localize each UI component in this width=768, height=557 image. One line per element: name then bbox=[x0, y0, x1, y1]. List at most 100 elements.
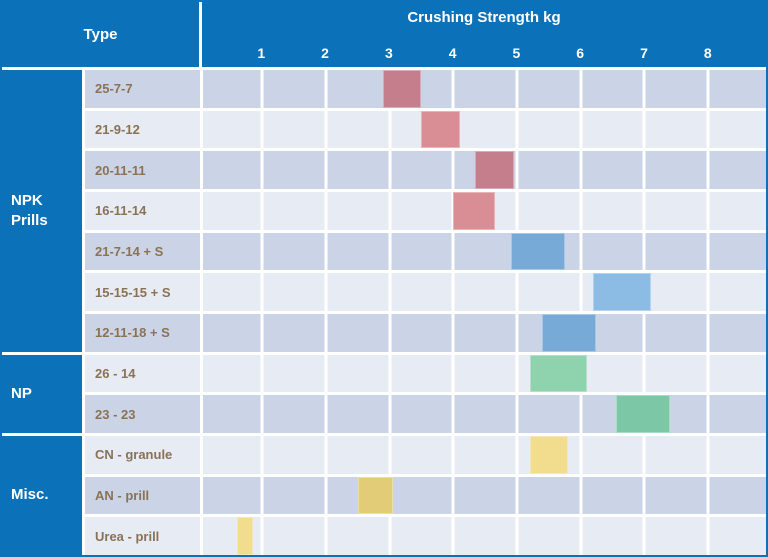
strength-bar bbox=[542, 314, 597, 352]
gridline bbox=[579, 110, 583, 149]
gridline bbox=[706, 517, 710, 555]
gridline bbox=[579, 273, 583, 311]
row-chart-cell bbox=[203, 517, 766, 555]
row-label: 16-11-14 bbox=[95, 203, 147, 219]
row-label: 25-7-7 bbox=[95, 81, 133, 97]
gridline bbox=[515, 476, 519, 515]
gridline bbox=[579, 517, 583, 555]
table-body: 25-7-7 21-9-12 20-11-11 16-11-14 21-7-14… bbox=[2, 70, 766, 555]
row-label-cell: 15-15-15 + S bbox=[85, 273, 200, 311]
gridline bbox=[642, 110, 646, 149]
row-label-cell: 23 - 23 bbox=[85, 395, 200, 433]
strength-bar bbox=[357, 476, 393, 515]
gridline bbox=[260, 110, 264, 149]
gridline bbox=[324, 70, 328, 108]
row-label-cell: AN - prill bbox=[85, 476, 200, 515]
gridline bbox=[579, 436, 583, 474]
gridline bbox=[706, 436, 710, 474]
row-chart-cell bbox=[203, 151, 766, 189]
gridline bbox=[324, 151, 328, 189]
gridline bbox=[260, 476, 264, 515]
group-label: Misc. bbox=[11, 486, 49, 504]
row-label-cell: 26 - 14 bbox=[85, 354, 200, 393]
gridline bbox=[388, 354, 392, 393]
row-label: CN - granule bbox=[95, 447, 173, 463]
axis-tick: 3 bbox=[384, 45, 393, 61]
gridline bbox=[260, 70, 264, 108]
row-chart-cell bbox=[203, 354, 766, 393]
gridline bbox=[260, 517, 264, 555]
row-label: 23 - 23 bbox=[95, 406, 136, 422]
gridline bbox=[324, 314, 328, 352]
row-label-cell: 21-7-14 + S bbox=[85, 232, 200, 271]
strength-bar bbox=[453, 192, 495, 230]
strength-bar bbox=[475, 151, 514, 189]
gridline bbox=[706, 70, 710, 108]
group-label: NPK Prills bbox=[11, 191, 48, 229]
gridline bbox=[706, 232, 710, 271]
gridline bbox=[642, 314, 646, 352]
gridline bbox=[388, 110, 392, 149]
row-chart-cell bbox=[203, 436, 766, 474]
gridline bbox=[388, 395, 392, 433]
strength-bar bbox=[236, 517, 253, 555]
gridline bbox=[388, 192, 392, 230]
axis-header-cell: Crushing Strength kg 1 2 3 4 5 6 7 8 bbox=[202, 2, 766, 67]
gridline bbox=[388, 517, 392, 555]
gridline bbox=[388, 314, 392, 352]
gridline bbox=[515, 110, 519, 149]
gridline bbox=[451, 517, 455, 555]
type-header-label: Type bbox=[83, 26, 118, 43]
gridline bbox=[260, 151, 264, 189]
gridline bbox=[642, 151, 646, 189]
gridline bbox=[515, 273, 519, 311]
row-label: AN - prill bbox=[95, 487, 150, 503]
gridline bbox=[388, 232, 392, 271]
gridline bbox=[579, 395, 583, 433]
row-label-cell: 12-11-18 + S bbox=[85, 314, 200, 352]
gridline bbox=[642, 517, 646, 555]
row-label: 21-9-12 bbox=[95, 121, 140, 137]
gridline bbox=[388, 151, 392, 189]
row-label-cell: CN - granule bbox=[85, 436, 200, 474]
axis-ticks: 1 2 3 4 5 6 7 8 bbox=[202, 39, 766, 67]
row-chart-cell bbox=[203, 70, 766, 108]
strength-bar bbox=[593, 273, 651, 311]
row-chart-cell bbox=[203, 314, 766, 352]
gridline bbox=[642, 476, 646, 515]
gridline bbox=[706, 192, 710, 230]
gridline bbox=[579, 476, 583, 515]
gridline bbox=[642, 192, 646, 230]
gridline bbox=[642, 436, 646, 474]
axis-tick: 7 bbox=[640, 45, 648, 61]
row-label-cell: 21-9-12 bbox=[85, 110, 200, 149]
group-cell-np: NP bbox=[2, 354, 82, 433]
gridline bbox=[642, 232, 646, 271]
gridline bbox=[515, 436, 519, 474]
gridline bbox=[451, 395, 455, 433]
gridline bbox=[324, 232, 328, 271]
strength-bar bbox=[529, 436, 568, 474]
row-label: 12-11-18 + S bbox=[95, 325, 170, 341]
gridline bbox=[260, 273, 264, 311]
gridline bbox=[706, 354, 710, 393]
gridline bbox=[324, 476, 328, 515]
gridline bbox=[579, 192, 583, 230]
gridline bbox=[515, 354, 519, 393]
gridline bbox=[451, 314, 455, 352]
gridline bbox=[515, 517, 519, 555]
strength-bar bbox=[615, 395, 670, 433]
gridline bbox=[642, 70, 646, 108]
row-chart-cell bbox=[203, 273, 766, 311]
gridline bbox=[706, 151, 710, 189]
row-label: 15-15-15 + S bbox=[95, 284, 171, 300]
gridline bbox=[324, 273, 328, 311]
row-chart-cell bbox=[203, 395, 766, 433]
row-chart-cell bbox=[203, 232, 766, 271]
gridline bbox=[579, 151, 583, 189]
strength-bar bbox=[383, 70, 422, 108]
row-label-cell: Urea - prill bbox=[85, 517, 200, 555]
axis-tick: 8 bbox=[703, 45, 712, 61]
gridline bbox=[324, 110, 328, 149]
